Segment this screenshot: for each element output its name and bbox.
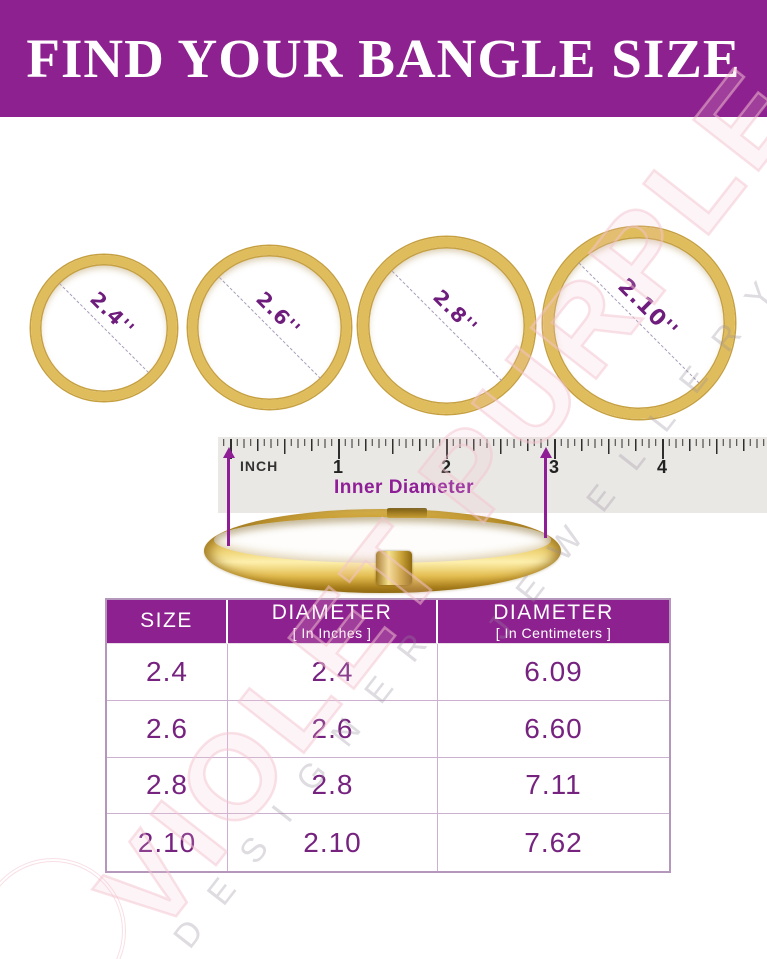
diameter-label: 2.10'' (612, 273, 683, 344)
column-header-title: DIAMETER (271, 601, 393, 625)
diameter-label: 2.8'' (427, 284, 483, 339)
column-header-title: DIAMETER (493, 601, 614, 625)
bangle-circle-2-8: 2.8'' (358, 237, 535, 414)
ruler-number-1: 1 (332, 457, 343, 477)
inner-diameter-arrow-right (539, 447, 552, 538)
ruler-number-4: 4 (656, 457, 667, 477)
column-header-diameter-inches: DIAMETER [ In Inches ] (228, 600, 438, 644)
column-header-title: SIZE (140, 609, 193, 633)
diameter-label: 2.6'' (250, 286, 306, 341)
diameter-line (578, 262, 700, 384)
bangle-circle-2-10: 2.10'' (543, 227, 735, 419)
cell-inches: 2.8 (228, 757, 438, 815)
cell-inches: 2.10 (228, 814, 438, 871)
cell-centimeters: 7.62 (524, 826, 583, 858)
bangle-circle-2-4: 2.4'' (31, 255, 177, 401)
banner: FIND YOUR BANGLE SIZE (0, 0, 767, 117)
size-chart-table: SIZE DIAMETER [ In Inches ] DIAMETER [ I… (105, 598, 671, 873)
cell-inches: 2.6 (228, 700, 438, 758)
cell-size: 2.10 (107, 814, 228, 871)
watermark-circle-emblem (0, 858, 126, 959)
page-title: FIND YOUR BANGLE SIZE (26, 28, 741, 89)
bangle-hinge (387, 508, 427, 518)
inner-diameter-arrow-left (222, 447, 235, 546)
inch-ruler: INCH 1 2 3 4 Inner Diameter (218, 437, 767, 513)
ruler-number-3: 3 (548, 457, 559, 477)
cell-centimeters: 7.11 (438, 758, 669, 815)
cell-size: 2.8 (107, 757, 228, 815)
cell-centimeters: 6.09 (438, 644, 669, 701)
column-header-diameter-centimeters: DIAMETER [ In Centimeters ] (438, 600, 669, 644)
bangle-photo (204, 508, 561, 593)
ruler-ticks (218, 439, 767, 465)
column-header-subtitle: [ In Centimeters ] (495, 625, 612, 642)
ruler-unit-label: INCH (240, 458, 279, 474)
diameter-label: 2.4'' (85, 286, 140, 341)
cell-centimeters: 6.60 (438, 701, 669, 758)
inner-diameter-label: Inner Diameter (333, 477, 475, 498)
ruler-number-2: 2 (440, 457, 451, 477)
bangle-clasp (376, 551, 412, 585)
cell-size: 2.6 (107, 700, 228, 758)
cell-inches: 2.4 (228, 644, 438, 701)
bangle-circle-2-6: 2.6'' (188, 246, 351, 409)
cell-size: 2.4 (107, 644, 228, 701)
column-header-size: SIZE (107, 600, 228, 644)
column-header-subtitle: [ In Inches ] (292, 625, 372, 642)
